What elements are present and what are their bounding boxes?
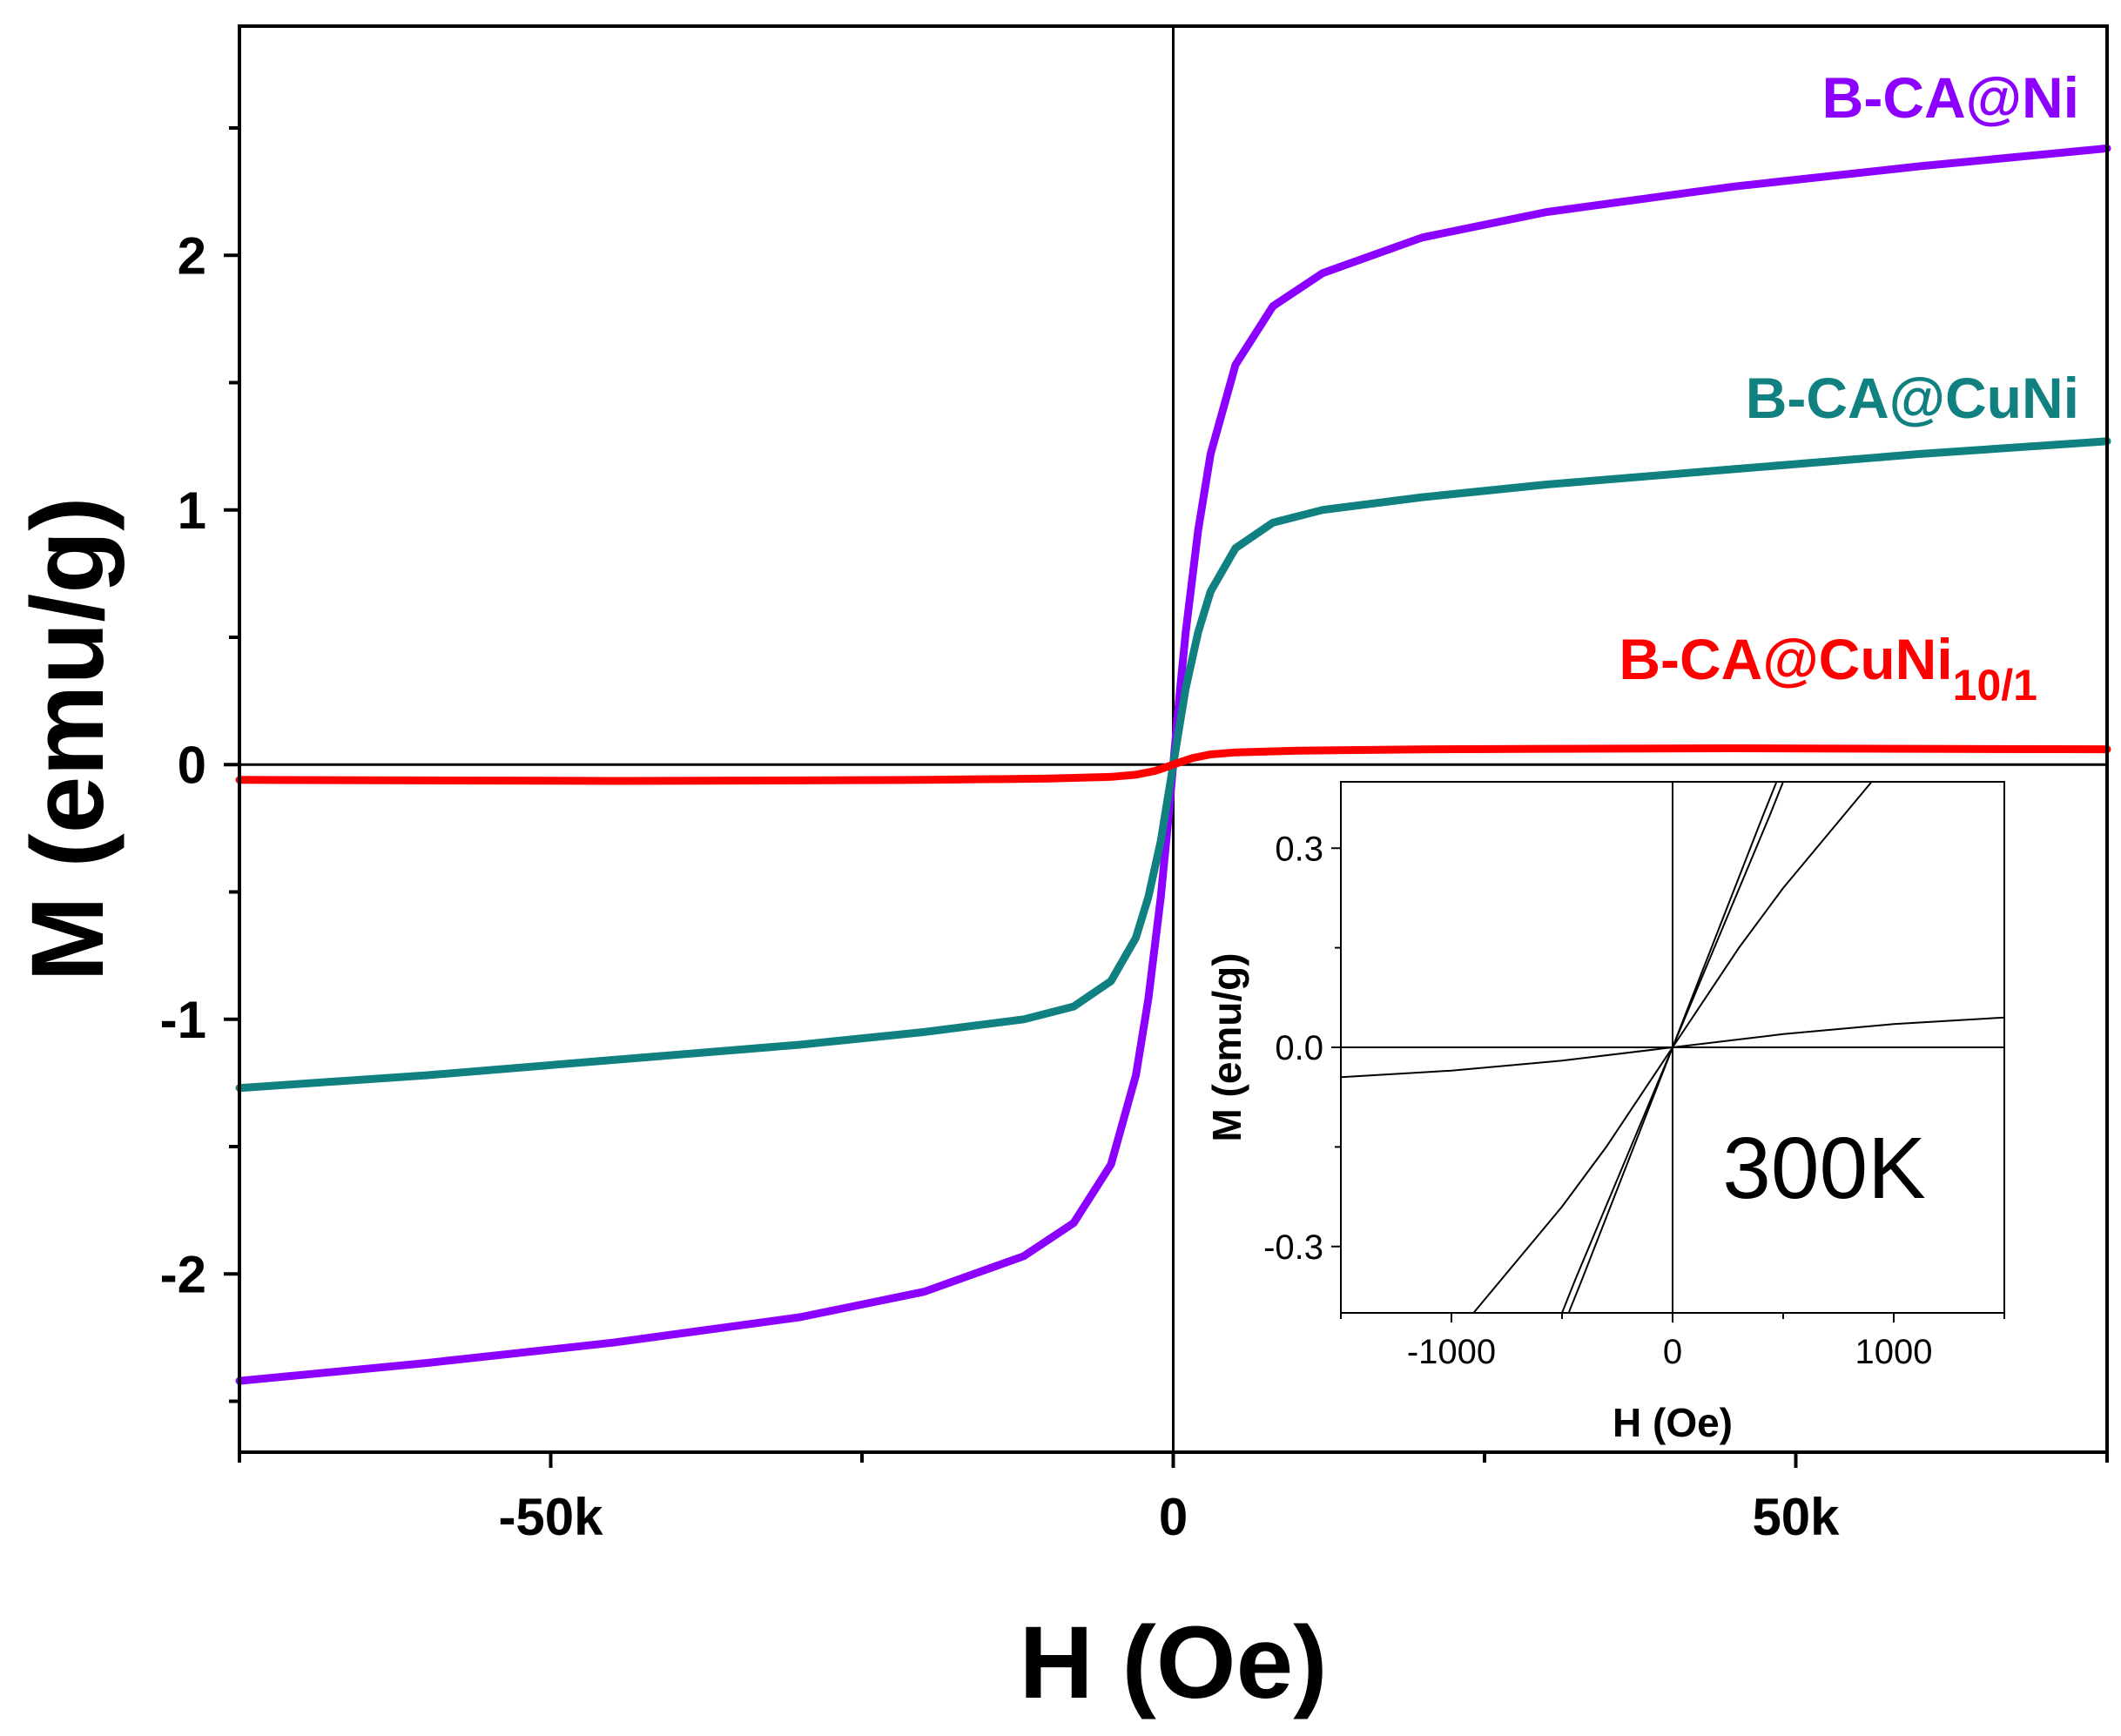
main-series — [235, 144, 2111, 1385]
inset-y-tick-label: 0.0 — [1275, 1029, 1323, 1067]
y-tick-label: 0 — [178, 736, 206, 794]
y-tick-label: 2 — [178, 226, 206, 285]
series-label-b-ca-ni-main: B-CA@Ni — [1822, 65, 2079, 130]
series-label-b-ca-cuni-10-1: B-CA@CuNi10/1 — [1619, 627, 2037, 710]
inset-temperature-annotation: 300K — [1722, 1120, 1926, 1217]
y-tick-label: -1 — [160, 991, 206, 1049]
x-axis-title: H (Oe) — [1020, 1605, 1328, 1720]
x-tick-label: 0 — [1159, 1488, 1188, 1546]
y-tick-label: 1 — [178, 481, 206, 540]
series-line-b-ca-cuni10-1 — [235, 744, 2111, 785]
inset-y-tick-label: 0.3 — [1275, 830, 1323, 868]
inset-series-line-b-ca-cuni10-1-low-field — [1341, 1016, 2004, 1079]
inset-x-axis-title: H (Oe) — [1613, 1400, 1733, 1445]
inset-ticks — [1331, 847, 2005, 1322]
main-ticks — [224, 126, 2109, 1468]
inset-series — [1341, 782, 2004, 1313]
y-tick-label: -2 — [160, 1245, 206, 1303]
inset-x-tick-label: 0 — [1663, 1333, 1682, 1371]
series-label-b-ca-cuni-main: B-CA@CuNi — [1746, 366, 2079, 430]
inset-tick-labels: -1000 0 1000 -0.3 0.0 0.3 — [1263, 830, 1932, 1371]
x-tick-label: -50k — [498, 1488, 603, 1546]
series-label-b-ca-cuni: B-CA@CuNi — [1746, 366, 2079, 430]
x-tick-label: 50k — [1752, 1488, 1840, 1546]
series-labels: B-CA@Ni B-CA@CuNi B-CA@CuNi10/1 — [1619, 65, 2079, 710]
inset-y-tick-label: -0.3 — [1263, 1228, 1323, 1267]
y-axis-title: M (emu/g) — [10, 496, 125, 981]
series-label-b-ca-ni: B-CA@Ni — [1822, 65, 2079, 130]
series-label-b-ca-cuni-10-1-main: B-CA@CuNi — [1619, 627, 1952, 691]
main-tick-labels: -50k 0 50k -2 -1 0 1 2 — [160, 226, 1841, 1546]
inset-x-tick-label: 1000 — [1855, 1333, 1933, 1371]
series-label-b-ca-cuni-10-1-subscript: 10/1 — [1953, 661, 2037, 710]
inset-x-tick-label: -1000 — [1407, 1333, 1496, 1371]
inset-y-axis-title: M (emu/g) — [1204, 952, 1249, 1141]
inset-plot: -1000 0 1000 -0.3 0.0 0.3 H (Oe) M (emu/g) 30… — [1204, 781, 2005, 1445]
